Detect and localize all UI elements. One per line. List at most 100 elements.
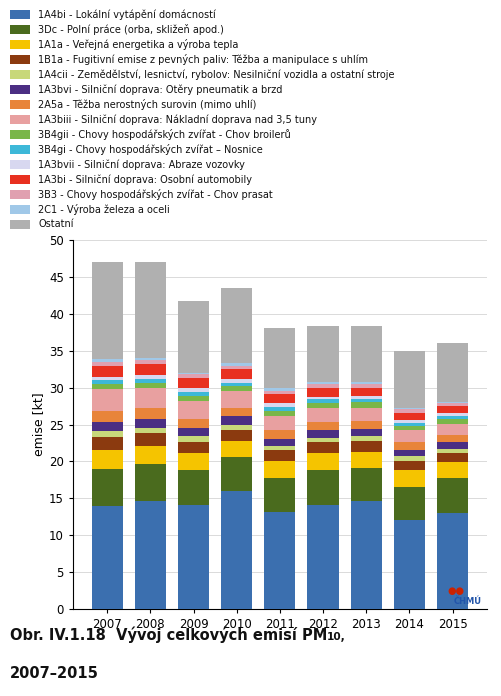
Bar: [350, 436, 381, 441]
Bar: [393, 487, 424, 520]
Bar: [221, 441, 252, 457]
Bar: [436, 477, 467, 513]
Bar: [92, 365, 122, 377]
Text: 1A4cii - Zemědělství, lesnictví, rybolov: Nesilniční vozidla a ostatní stroje: 1A4cii - Zemědělství, lesnictví, rybolov…: [39, 70, 394, 80]
Bar: [92, 262, 122, 359]
Bar: [264, 512, 295, 609]
Bar: [436, 442, 467, 449]
Bar: [10, 25, 30, 34]
Bar: [135, 446, 165, 464]
Text: 1B1a - Fugitivní emise z pevných paliv: Těžba a manipulace s uhlím: 1B1a - Fugitivní emise z pevných paliv: …: [39, 54, 368, 65]
Bar: [10, 190, 30, 199]
Bar: [135, 383, 165, 388]
Bar: [307, 382, 338, 384]
Bar: [135, 379, 165, 383]
Bar: [135, 434, 165, 446]
Text: Obr. IV.1.18  Vývoj celkových emisí PM: Obr. IV.1.18 Vývoj celkových emisí PM: [10, 626, 327, 643]
Bar: [264, 461, 295, 477]
Bar: [350, 396, 381, 399]
Bar: [10, 205, 30, 214]
Bar: [10, 175, 30, 184]
Bar: [393, 461, 424, 470]
Bar: [436, 424, 467, 435]
Bar: [178, 505, 208, 609]
Bar: [135, 427, 165, 434]
Bar: [221, 457, 252, 491]
Bar: [264, 438, 295, 446]
Bar: [393, 520, 424, 609]
Bar: [393, 351, 424, 408]
Bar: [350, 408, 381, 421]
Bar: [221, 288, 252, 363]
Bar: [350, 382, 381, 384]
Bar: [178, 392, 208, 396]
Bar: [10, 220, 30, 229]
Bar: [264, 411, 295, 416]
Bar: [135, 358, 165, 361]
Bar: [307, 470, 338, 505]
Text: 3B4gi - Chovy hospodářských zvířat – Nosnice: 3B4gi - Chovy hospodářských zvířat – Nos…: [39, 144, 263, 155]
Bar: [307, 403, 338, 409]
Bar: [178, 401, 208, 420]
Bar: [178, 453, 208, 470]
Bar: [264, 407, 295, 411]
Bar: [221, 383, 252, 386]
Bar: [436, 343, 467, 402]
Bar: [436, 449, 467, 452]
Bar: [436, 513, 467, 609]
Bar: [10, 100, 30, 109]
Bar: [10, 10, 30, 19]
Bar: [221, 369, 252, 379]
Text: ČHMÚ: ČHMÚ: [453, 596, 481, 606]
Bar: [307, 409, 338, 422]
Bar: [307, 438, 338, 442]
Text: 2A5a - Těžba nerostných surovin (mimo uhlí): 2A5a - Těžba nerostných surovin (mimo uh…: [39, 99, 257, 110]
Bar: [393, 408, 424, 409]
Bar: [92, 506, 122, 609]
Bar: [135, 388, 165, 409]
Bar: [221, 386, 252, 391]
Bar: [221, 391, 252, 408]
Bar: [221, 425, 252, 429]
Bar: [178, 373, 208, 374]
Bar: [135, 364, 165, 375]
Bar: [92, 362, 122, 365]
Bar: [264, 477, 295, 512]
Bar: [221, 408, 252, 416]
Bar: [10, 145, 30, 154]
Bar: [221, 491, 252, 609]
Bar: [350, 402, 381, 408]
Bar: [92, 432, 122, 437]
Text: 2C1 - Výroba železa a oceli: 2C1 - Výroba železa a oceli: [39, 204, 170, 215]
Bar: [350, 452, 381, 468]
Bar: [436, 402, 467, 403]
Bar: [221, 429, 252, 441]
Bar: [436, 416, 467, 420]
Bar: [307, 442, 338, 453]
Bar: [350, 501, 381, 609]
Bar: [393, 420, 424, 423]
Bar: [307, 400, 338, 403]
Bar: [264, 430, 295, 438]
Bar: [178, 428, 208, 436]
Bar: [10, 40, 30, 49]
Bar: [264, 450, 295, 461]
Bar: [393, 457, 424, 461]
Bar: [307, 397, 338, 400]
Bar: [307, 430, 338, 438]
Text: 3B3 - Chovy hospodářských zvířat - Chov prasat: 3B3 - Chovy hospodářských zvířat - Chov …: [39, 189, 273, 200]
Bar: [350, 421, 381, 429]
Bar: [135, 262, 165, 358]
Bar: [92, 437, 122, 450]
Text: ●●: ●●: [446, 587, 463, 596]
Bar: [92, 377, 122, 380]
Text: 2007–2015: 2007–2015: [10, 665, 99, 681]
Bar: [393, 470, 424, 487]
Bar: [436, 452, 467, 462]
Bar: [135, 464, 165, 500]
Bar: [307, 388, 338, 397]
Bar: [221, 365, 252, 369]
Bar: [178, 420, 208, 428]
Bar: [10, 130, 30, 139]
Y-axis label: emise [kt]: emise [kt]: [32, 393, 45, 457]
